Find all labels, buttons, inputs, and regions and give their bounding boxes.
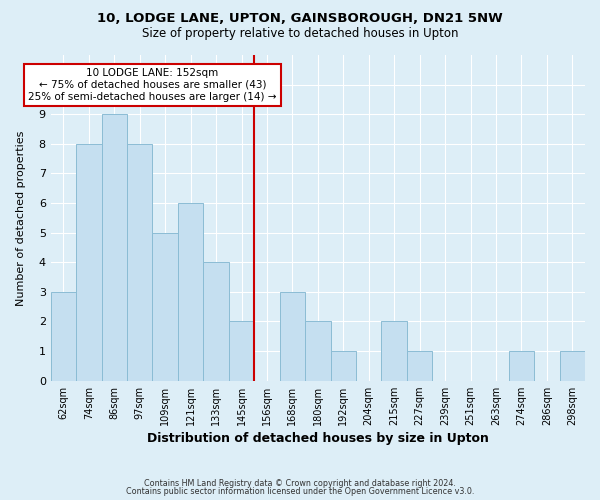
Bar — [152, 232, 178, 380]
Bar — [50, 292, 76, 380]
Bar — [76, 144, 101, 380]
Bar — [127, 144, 152, 380]
Text: 10, LODGE LANE, UPTON, GAINSBOROUGH, DN21 5NW: 10, LODGE LANE, UPTON, GAINSBOROUGH, DN2… — [97, 12, 503, 26]
Bar — [229, 322, 254, 380]
Text: Contains public sector information licensed under the Open Government Licence v3: Contains public sector information licen… — [126, 487, 474, 496]
Bar — [280, 292, 305, 380]
X-axis label: Distribution of detached houses by size in Upton: Distribution of detached houses by size … — [147, 432, 489, 445]
Y-axis label: Number of detached properties: Number of detached properties — [16, 130, 26, 306]
Bar — [203, 262, 229, 380]
Bar — [101, 114, 127, 380]
Text: Contains HM Land Registry data © Crown copyright and database right 2024.: Contains HM Land Registry data © Crown c… — [144, 478, 456, 488]
Bar — [560, 351, 585, 380]
Bar — [509, 351, 534, 380]
Bar — [407, 351, 433, 380]
Bar — [178, 203, 203, 380]
Text: 10 LODGE LANE: 152sqm
← 75% of detached houses are smaller (43)
25% of semi-deta: 10 LODGE LANE: 152sqm ← 75% of detached … — [28, 68, 277, 102]
Bar — [331, 351, 356, 380]
Bar — [305, 322, 331, 380]
Text: Size of property relative to detached houses in Upton: Size of property relative to detached ho… — [142, 28, 458, 40]
Bar — [382, 322, 407, 380]
